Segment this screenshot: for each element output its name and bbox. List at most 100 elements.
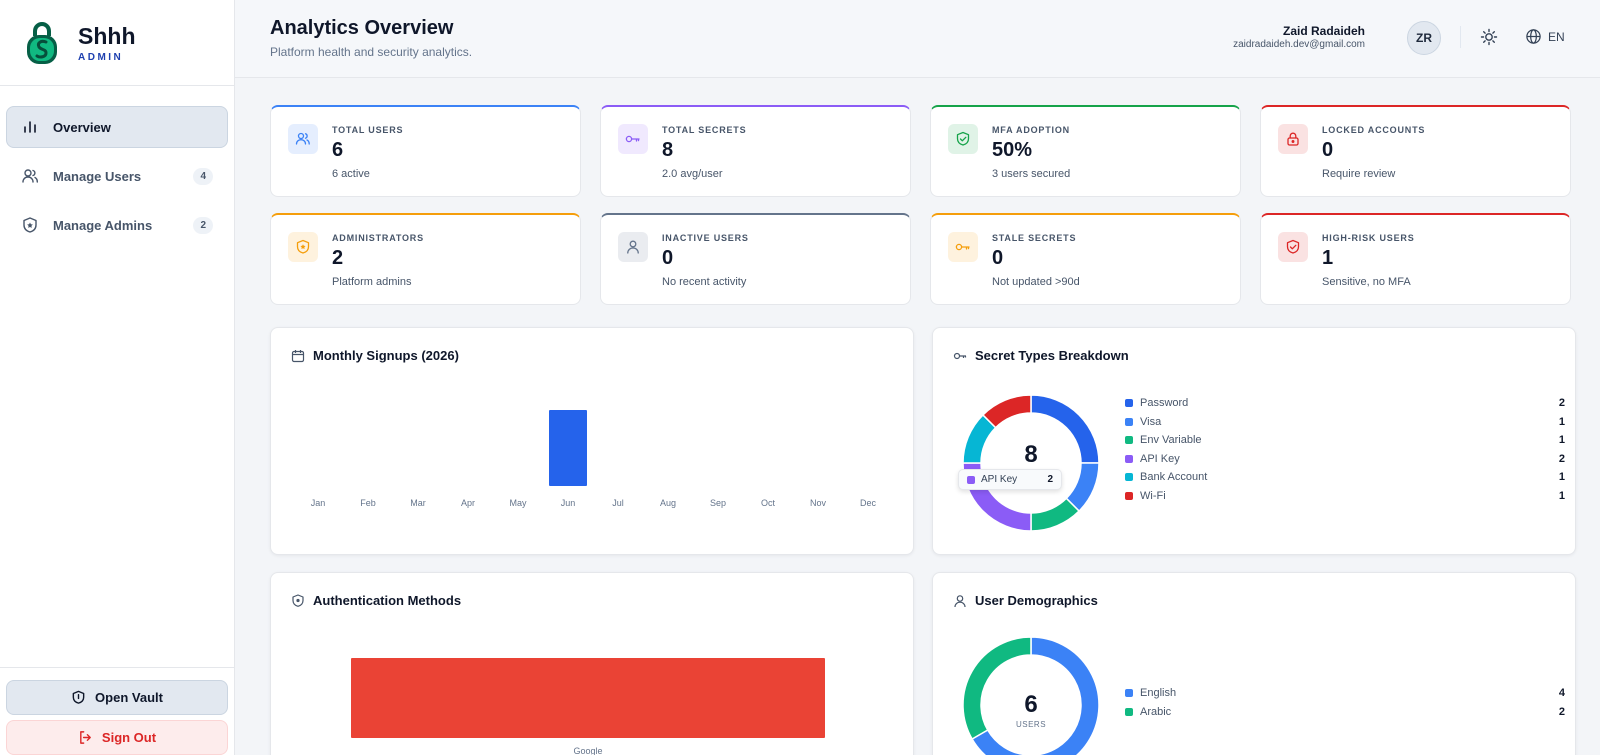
- stat-card-locked-accounts[interactable]: LOCKED ACCOUNTS 0 Require review: [1260, 105, 1571, 197]
- legend-item[interactable]: English 4: [1125, 684, 1565, 702]
- stat-value: 2: [332, 247, 344, 269]
- sidebar-item-manage-users[interactable]: Manage Users 4: [6, 155, 228, 197]
- users-total: 6: [1024, 691, 1038, 718]
- chart-tooltip: API Key 2: [958, 469, 1062, 490]
- sun-icon[interactable]: [1479, 27, 1499, 47]
- x-tick-label: Oct: [761, 498, 776, 508]
- slice-wi-fi[interactable]: [981, 394, 1032, 429]
- legend-swatch: [1125, 399, 1133, 407]
- legend-swatch: [1125, 491, 1133, 500]
- stat-icon-wrap: [1278, 124, 1308, 154]
- x-tick-label: Feb: [360, 498, 376, 508]
- stat-subtext: Platform admins: [332, 276, 412, 288]
- stat-value: 0: [662, 247, 674, 269]
- stat-icon-wrap: [948, 124, 978, 154]
- bar-jun[interactable]: [549, 410, 587, 486]
- lock-icon: [1287, 132, 1299, 146]
- demographics-card: User Demographics 6 USERS English 4 Arabic…: [932, 572, 1576, 755]
- demographics-donut: [962, 636, 1100, 755]
- sign-out-button[interactable]: Sign Out: [6, 720, 228, 755]
- x-tick-label: Jul: [612, 498, 624, 508]
- stat-value: 1: [1322, 247, 1334, 269]
- legend-item[interactable]: Bank Account 1: [1125, 468, 1565, 486]
- legend-label: Arabic: [1140, 705, 1172, 718]
- stat-subtext: 2.0 avg/user: [662, 168, 723, 180]
- card-title: Secret Types Breakdown: [953, 348, 1129, 363]
- legend-label: English: [1140, 687, 1177, 699]
- user-icon: [954, 594, 966, 607]
- legend-label: Env Variable: [1140, 434, 1202, 446]
- auth-methods-chart: Google: [351, 658, 825, 755]
- shield-check-icon: [956, 131, 970, 146]
- stat-card-total-users[interactable]: TOTAL USERS 6 6 active: [270, 105, 581, 197]
- stat-label: HIGH-RISK USERS: [1322, 233, 1415, 243]
- open-vault-button[interactable]: Open Vault: [6, 680, 228, 715]
- legend-value: 1: [1558, 415, 1565, 428]
- key-icon: [955, 243, 970, 251]
- users-icon: [22, 169, 38, 183]
- stat-label: TOTAL USERS: [332, 125, 404, 135]
- x-tick-label: Dec: [860, 498, 877, 508]
- card-title: Monthly Signups (2026): [291, 348, 459, 363]
- card-title: Authentication Methods: [291, 593, 461, 608]
- legend-item[interactable]: Visa 1: [1125, 413, 1565, 431]
- bar-google[interactable]: [351, 658, 825, 738]
- shield-alert-icon: [1286, 239, 1300, 254]
- stat-icon-wrap: [618, 124, 648, 154]
- language-label: EN: [1548, 29, 1565, 44]
- user-icon: [627, 240, 639, 254]
- sidebar: Shhh ADMIN Overview Manage Users 4 Manag…: [0, 0, 235, 755]
- legend-swatch: [1125, 454, 1133, 463]
- stat-card-mfa-adoption[interactable]: MFA ADOPTION 50% 3 users secured: [930, 105, 1241, 197]
- header-divider: [1460, 26, 1461, 48]
- brand[interactable]: Shhh ADMIN: [0, 0, 234, 86]
- language-switcher[interactable]: EN: [1525, 28, 1565, 45]
- slice-arabic[interactable]: [962, 636, 1032, 741]
- stat-icon-wrap: [618, 232, 648, 262]
- x-tick-label: Jan: [311, 498, 326, 508]
- stat-card-inactive-users[interactable]: INACTIVE USERS 0 No recent activity: [600, 213, 911, 305]
- stat-value: 6: [332, 139, 344, 161]
- stat-label: LOCKED ACCOUNTS: [1322, 125, 1426, 135]
- sidebar-item-label: Manage Users: [53, 168, 142, 184]
- legend-swatch: [1125, 436, 1133, 444]
- count-badge: 2: [193, 216, 213, 234]
- page-title: Analytics Overview: [270, 17, 454, 39]
- legend-swatch: [1125, 707, 1133, 716]
- tooltip-value: 2: [1047, 474, 1053, 485]
- legend-item[interactable]: Env Variable 1: [1125, 431, 1565, 449]
- shield-icon: [23, 217, 37, 233]
- legend-swatch: [1125, 473, 1133, 481]
- users-icon: [295, 132, 310, 145]
- bar-chart-icon: [24, 121, 36, 133]
- sign-out-label: Sign Out: [101, 730, 157, 745]
- avatar[interactable]: ZR: [1407, 21, 1441, 55]
- legend-item[interactable]: Password 2: [1125, 394, 1565, 412]
- legend-item[interactable]: API Key 2: [1125, 450, 1565, 468]
- sidebar-item-manage-admins[interactable]: Manage Admins 2: [6, 204, 228, 246]
- legend-item[interactable]: Wi-Fi 1: [1125, 487, 1565, 505]
- legend-value: 2: [1558, 397, 1565, 409]
- stat-card-administrators[interactable]: ADMINISTRATORS 2 Platform admins: [270, 213, 581, 305]
- x-tick-label: Sep: [710, 498, 726, 508]
- stat-card-stale-secrets[interactable]: STALE SECRETS 0 Not updated >90d: [930, 213, 1241, 305]
- count-badge: 4: [193, 167, 213, 185]
- x-tick-label: Google: [573, 746, 602, 755]
- stat-value: 0: [1322, 139, 1334, 161]
- stat-icon-wrap: [288, 124, 318, 154]
- legend-item[interactable]: Arabic 2: [1125, 703, 1565, 721]
- stat-label: STALE SECRETS: [992, 233, 1077, 243]
- slice-english[interactable]: [971, 636, 1100, 755]
- stat-card-high-risk-users[interactable]: HIGH-RISK USERS 1 Sensitive, no MFA: [1260, 213, 1571, 305]
- user-email: zaidradaideh.dev@gmail.com: [1233, 39, 1365, 50]
- calendar-icon: [291, 349, 305, 362]
- slice-env-variable[interactable]: [1030, 497, 1081, 532]
- tooltip-label: API Key: [981, 474, 1018, 485]
- tooltip-swatch: [967, 475, 975, 484]
- legend-label: Visa: [1140, 415, 1162, 428]
- legend-value: 1: [1558, 471, 1565, 483]
- stat-card-total-secrets[interactable]: TOTAL SECRETS 8 2.0 avg/user: [600, 105, 911, 197]
- key-icon: [625, 135, 640, 143]
- sidebar-item-overview[interactable]: Overview: [6, 106, 228, 148]
- monthly-signups-chart: Jan Feb Mar Apr May Jun Jul Aug Sep Oct Nov Dec: [311, 410, 877, 508]
